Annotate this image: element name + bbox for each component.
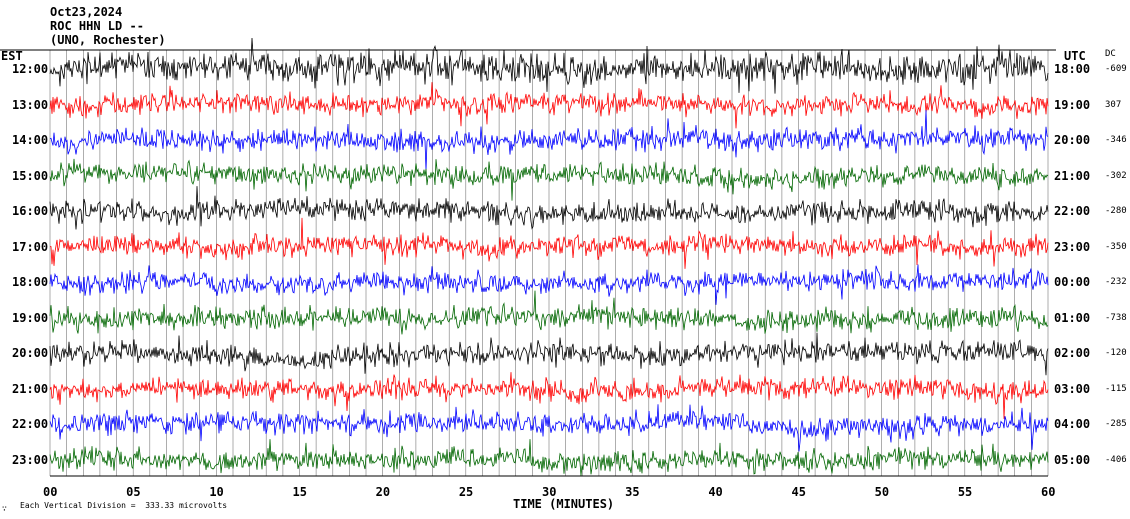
- seismic-trace-1500: [49, 158, 1049, 201]
- x-tick-label: 45: [791, 485, 806, 499]
- x-tick-label: 40: [708, 485, 723, 499]
- utc-hour-label: 05:00: [1054, 452, 1091, 467]
- dc-offset-label: -115: [1105, 383, 1127, 394]
- utc-hour-label: 21:00: [1054, 168, 1091, 183]
- x-axis-title: TIME (MINUTES): [513, 497, 615, 511]
- x-tick-label: 25: [458, 485, 474, 499]
- utc-hour-label: 18:00: [1054, 62, 1091, 76]
- x-tick-label: 55: [957, 485, 973, 499]
- utc-hour-label: 04:00: [1054, 417, 1091, 431]
- est-hour-label: 12:00: [12, 62, 49, 76]
- x-tick-label: 10: [209, 485, 224, 499]
- est-hour-label: 19:00: [12, 310, 49, 325]
- utc-hour-label: 02:00: [1054, 346, 1091, 360]
- x-tick-label: 30: [542, 485, 557, 499]
- seismic-trace-2000: [49, 332, 1049, 376]
- header-date: Oct23,2024: [50, 5, 123, 19]
- x-tick-label: 60: [1041, 485, 1056, 499]
- dc-offset-label: -738: [1105, 312, 1127, 323]
- seismic-trace-2300: [49, 439, 1049, 476]
- x-tick-label: 20: [375, 485, 391, 499]
- est-hour-label: 22:00: [12, 417, 49, 431]
- utc-hour-label: 01:00: [1054, 310, 1091, 325]
- seismic-trace-1800: [49, 264, 1049, 305]
- seismic-trace-1700: [49, 217, 1049, 269]
- utc-hour-label: 23:00: [1054, 239, 1091, 254]
- dc-offset-label: -285: [1105, 419, 1127, 429]
- dc-offset-label: -232: [1105, 277, 1127, 287]
- utc-hour-label: 22:00: [1054, 204, 1091, 218]
- dc-label: DC: [1105, 49, 1116, 59]
- footer-mark: ∵: [2, 504, 7, 513]
- x-tick-label: 50: [874, 485, 890, 499]
- seismic-trace-1600: [49, 186, 1049, 230]
- dc-offset-label: -302: [1105, 170, 1127, 181]
- utc-hour-label: 03:00: [1054, 381, 1091, 396]
- right-axis-label: UTC: [1064, 49, 1086, 63]
- footer-note: Each Vertical Division = 333.33 microvol…: [20, 501, 228, 510]
- seismic-trace-1300: [49, 82, 1049, 129]
- header-station: ROC HHN LD --: [50, 19, 144, 33]
- left-axis-label: EST: [1, 49, 23, 63]
- est-hour-label: 13:00: [12, 97, 49, 112]
- est-hour-label: 17:00: [12, 239, 49, 254]
- utc-hour-label: 19:00: [1054, 97, 1091, 112]
- dc-offset-label: -350: [1105, 241, 1127, 252]
- dc-offset-label: -609: [1105, 64, 1127, 74]
- est-hour-label: 18:00: [12, 275, 49, 289]
- est-hour-label: 21:00: [12, 381, 49, 396]
- dc-offset-label: -280: [1105, 206, 1127, 216]
- est-hour-label: 23:00: [12, 452, 49, 467]
- est-hour-label: 16:00: [12, 204, 49, 218]
- x-tick-label: 05: [126, 485, 141, 499]
- x-tick-label: 00: [43, 485, 58, 499]
- est-hour-label: 15:00: [12, 168, 49, 183]
- utc-hour-label: 00:00: [1054, 275, 1091, 289]
- dc-offset-label: 307: [1105, 99, 1122, 110]
- seismic-trace-2100: [49, 372, 1049, 419]
- header-location: (UNO, Rochester): [50, 33, 166, 47]
- dc-offset-label: -120: [1105, 348, 1127, 358]
- seismic-trace-1400: [49, 110, 1049, 171]
- est-hour-label: 20:00: [12, 346, 49, 360]
- x-tick-label: 35: [625, 485, 640, 499]
- x-tick-label: 15: [292, 485, 307, 499]
- est-hour-label: 14:00: [12, 133, 49, 147]
- utc-hour-label: 20:00: [1054, 133, 1091, 147]
- dc-offset-label: -406: [1105, 454, 1127, 465]
- seismic-trace-1900: [49, 290, 1049, 335]
- seismic-trace-1200: [49, 37, 1049, 94]
- seismic-trace-2200: [49, 404, 1049, 452]
- dc-offset-label: -346: [1105, 135, 1127, 145]
